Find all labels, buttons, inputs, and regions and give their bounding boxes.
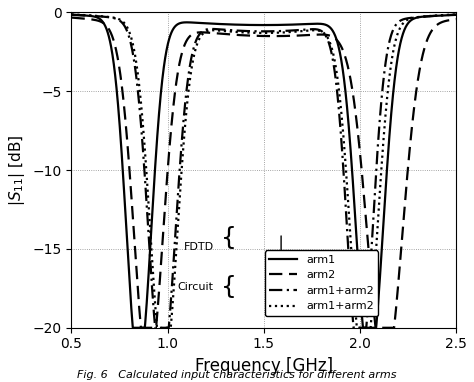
arm2 xyxy=(453,17,459,21)
Text: Fig. 6   Calculated input characteristics for different arms: Fig. 6 Calculated input characteristics … xyxy=(77,370,397,380)
arm1+arm2 (FDTD) xyxy=(69,12,74,17)
Line: arm1+arm2 (Circuit): arm1+arm2 (Circuit) xyxy=(72,15,456,328)
arm1+arm2 (Circuit) xyxy=(442,13,448,17)
arm1+arm2 (Circuit) xyxy=(69,12,74,17)
arm2 xyxy=(442,19,448,23)
arm1+arm2 (FDTD) xyxy=(246,29,251,33)
arm1 xyxy=(372,325,377,330)
arm1+arm2 (Circuit) xyxy=(372,272,377,277)
Text: {: { xyxy=(221,275,237,299)
Text: {: { xyxy=(221,226,237,250)
arm1+arm2 (Circuit) xyxy=(442,13,448,17)
arm1+arm2 (FDTD) xyxy=(88,13,94,18)
arm1+arm2 (Circuit) xyxy=(246,30,251,35)
Y-axis label: $|S_{11}|$ [dB]: $|S_{11}|$ [dB] xyxy=(7,134,27,206)
X-axis label: Frequency [GHz]: Frequency [GHz] xyxy=(195,357,333,375)
arm1 xyxy=(130,325,136,330)
arm1+arm2 (FDTD) xyxy=(453,12,459,17)
arm2 xyxy=(372,316,377,320)
arm1+arm2 (FDTD) xyxy=(152,325,158,330)
arm2 xyxy=(246,33,251,38)
arm1+arm2 (Circuit) xyxy=(88,13,94,18)
arm1+arm2 (Circuit) xyxy=(453,12,459,17)
arm1+arm2 (Circuit) xyxy=(154,325,160,330)
Legend: arm1, arm2, arm1+arm2, arm1+arm2: arm1, arm2, arm1+arm2, arm1+arm2 xyxy=(265,250,378,316)
arm1 xyxy=(442,13,448,18)
arm1 xyxy=(88,14,94,18)
arm1+arm2 (Circuit) xyxy=(256,31,262,35)
arm1 xyxy=(256,23,262,28)
arm1 xyxy=(442,13,448,18)
Text: Circuit: Circuit xyxy=(178,282,214,292)
arm2 xyxy=(442,19,448,23)
arm2 xyxy=(256,34,262,38)
arm2 xyxy=(88,17,94,22)
arm1+arm2 (FDTD) xyxy=(442,13,448,18)
arm1 xyxy=(453,13,459,17)
arm1+arm2 (FDTD) xyxy=(256,29,262,34)
arm2 xyxy=(69,15,74,20)
arm1+arm2 (FDTD) xyxy=(372,195,377,200)
arm2 xyxy=(138,325,144,330)
arm1 xyxy=(69,13,74,17)
arm1 xyxy=(246,23,251,27)
Line: arm1: arm1 xyxy=(72,15,456,328)
Text: FDTD: FDTD xyxy=(183,242,214,253)
Line: arm2: arm2 xyxy=(72,18,456,328)
Line: arm1+arm2 (FDTD): arm1+arm2 (FDTD) xyxy=(72,15,456,328)
arm1+arm2 (FDTD) xyxy=(442,13,448,18)
